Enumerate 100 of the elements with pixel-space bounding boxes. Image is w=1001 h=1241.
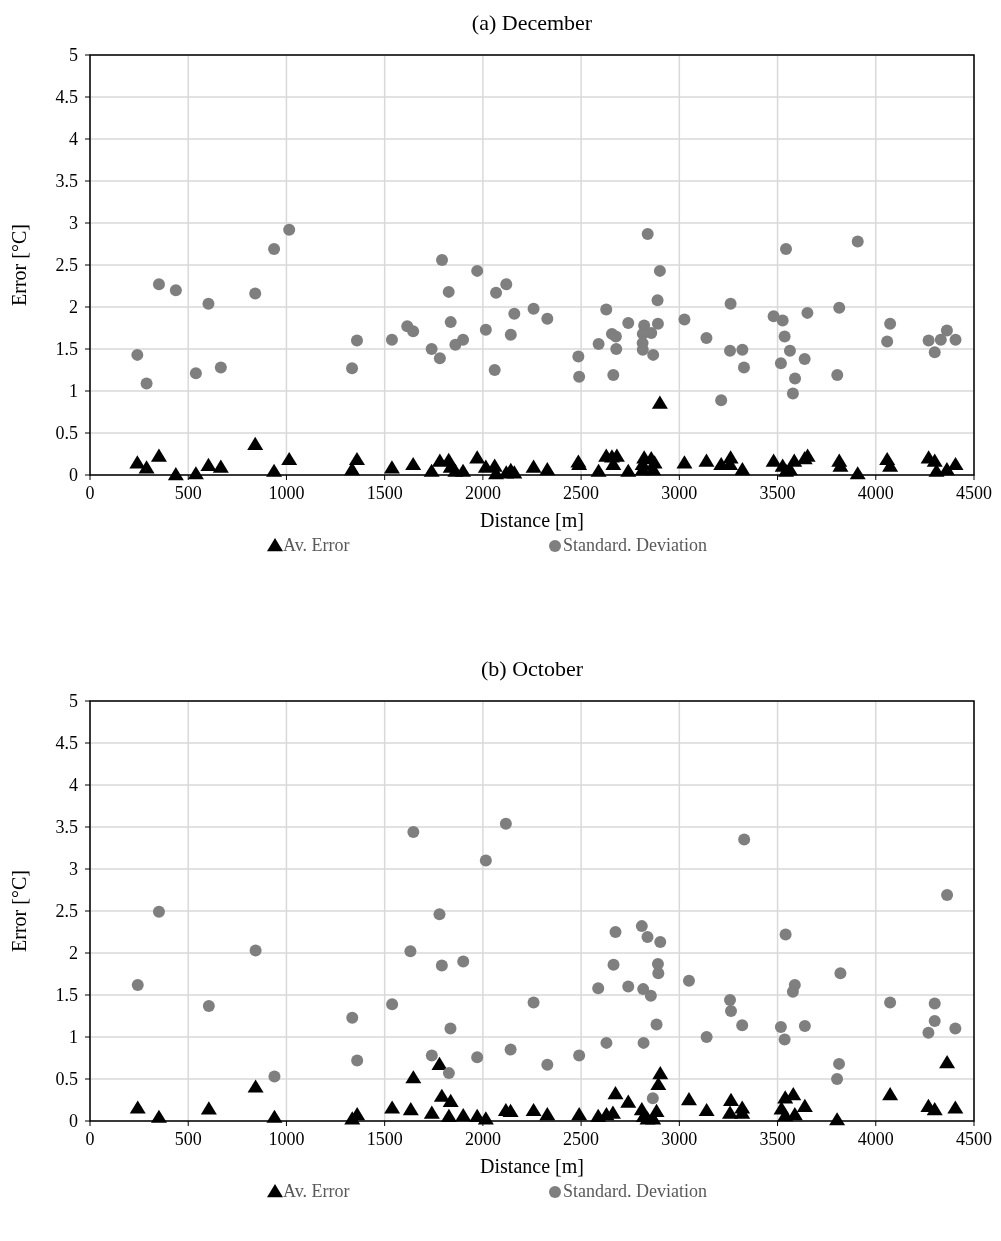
point [442, 1067, 455, 1080]
x-tick-label: 1000 [268, 483, 305, 503]
point [266, 1109, 283, 1123]
point [833, 1057, 846, 1070]
point [444, 1022, 457, 1035]
point [622, 980, 635, 993]
x-tick-label: 4000 [857, 483, 894, 503]
point [725, 1004, 737, 1017]
y-tick-label: 0.5 [55, 423, 78, 443]
y-tick-label: 0.5 [55, 1069, 78, 1089]
point [405, 1070, 422, 1084]
point [654, 936, 667, 949]
point [384, 1100, 401, 1114]
point [620, 1094, 637, 1108]
y-tick-label: 4.5 [55, 733, 78, 753]
y-tick-label: 4 [69, 775, 78, 795]
x-tick-label: 1500 [366, 1129, 403, 1149]
x-tick-label: 4500 [956, 1129, 992, 1149]
y-tick-label: 2.5 [55, 901, 78, 921]
y-tick-label: 4.5 [55, 87, 78, 107]
x-tick-label: 2000 [464, 483, 501, 503]
point [637, 983, 650, 996]
point [928, 997, 941, 1010]
point [457, 955, 470, 968]
x-tick-label: 2500 [563, 483, 600, 503]
point [922, 1026, 935, 1039]
point [774, 1020, 787, 1033]
y-tick-label: 0 [69, 1111, 78, 1131]
point [249, 944, 262, 957]
point [947, 1100, 964, 1114]
y-axis-title: Error [°C] [8, 870, 30, 952]
point [247, 1079, 264, 1093]
point [831, 1073, 844, 1085]
point [525, 1102, 542, 1117]
x-tick-label: 3000 [661, 483, 698, 503]
point [700, 1031, 713, 1043]
point [939, 1055, 956, 1069]
point [834, 967, 847, 980]
y-tick-label: 3.5 [55, 817, 78, 837]
y-tick-label: 5 [69, 691, 78, 711]
point [682, 974, 695, 987]
point [698, 1102, 715, 1117]
point [829, 1112, 846, 1126]
point [635, 920, 648, 933]
point [646, 1092, 659, 1105]
point [504, 1043, 517, 1056]
y-tick-label: 1 [69, 1027, 78, 1047]
point [778, 1033, 791, 1046]
point [471, 1051, 484, 1064]
point [152, 905, 165, 918]
point [571, 1107, 588, 1121]
point [723, 1092, 739, 1107]
point [433, 1088, 450, 1102]
point [941, 889, 954, 902]
point [202, 999, 215, 1012]
point [637, 1036, 650, 1049]
legend-label: Standard. Deviation [563, 535, 707, 555]
point [440, 1108, 457, 1122]
point [539, 1107, 556, 1121]
y-tick-label: 3 [69, 213, 78, 233]
point [607, 1086, 624, 1100]
x-tick-label: 0 [85, 483, 95, 503]
y-tick-label: 1 [69, 381, 78, 401]
point [502, 1103, 519, 1117]
point [592, 982, 605, 995]
point [738, 833, 751, 846]
x-tick-label: 3500 [759, 483, 796, 503]
point [736, 1019, 749, 1032]
point [150, 1109, 167, 1123]
point [798, 1020, 811, 1033]
point [455, 1107, 472, 1122]
point [402, 1102, 419, 1116]
point [779, 928, 792, 941]
y-tick-label: 2 [69, 297, 78, 317]
point [882, 1086, 899, 1101]
legend-label: Standard. Deviation [563, 1181, 707, 1201]
y-tick-label: 0 [69, 465, 78, 485]
legend-label: Av. Error [283, 1181, 350, 1201]
point [949, 1022, 962, 1035]
chart-title: (b) October [480, 656, 584, 681]
point [641, 931, 654, 944]
point [407, 826, 420, 839]
point [431, 1056, 448, 1070]
x-tick-label: 1500 [366, 483, 403, 503]
point [435, 959, 448, 972]
point [541, 1058, 554, 1071]
point [607, 958, 620, 971]
point [884, 996, 897, 1009]
point [680, 1092, 697, 1106]
point [527, 996, 540, 1009]
point [433, 908, 446, 921]
x-tick-label: 1000 [268, 1129, 305, 1149]
point [131, 978, 144, 991]
x-tick-label: 3000 [661, 1129, 698, 1149]
legend-label: Av. Error [283, 535, 350, 555]
point [346, 1011, 359, 1024]
chart-title: (a) December [471, 10, 593, 35]
x-axis-title: Distance [m] [480, 1155, 584, 1177]
y-tick-label: 3.5 [55, 171, 78, 191]
y-tick-label: 2.5 [55, 255, 78, 275]
